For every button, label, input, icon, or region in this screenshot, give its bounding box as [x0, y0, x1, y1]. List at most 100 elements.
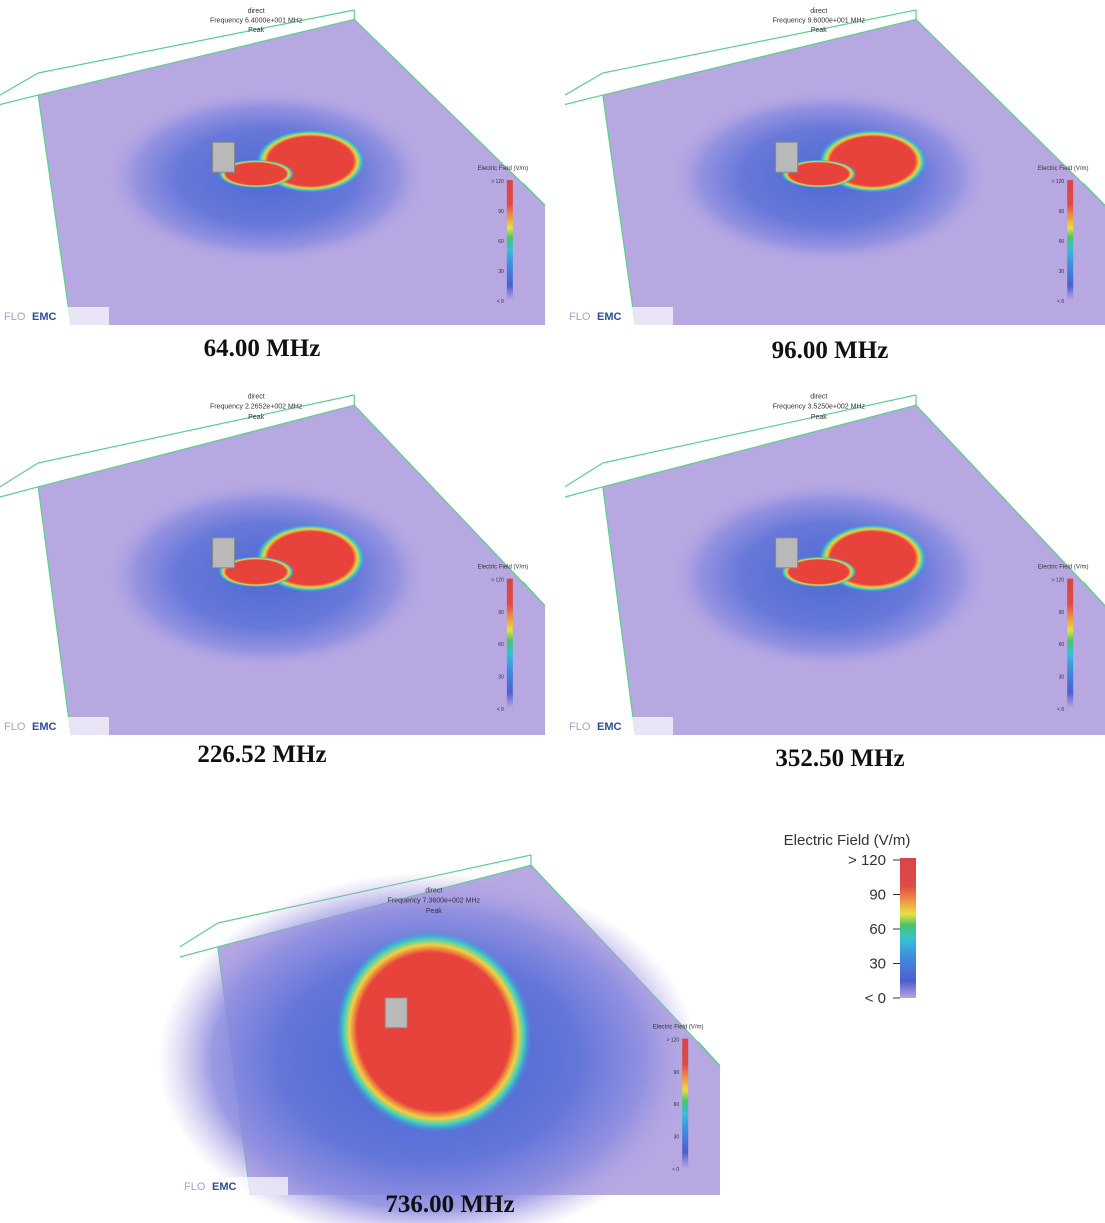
panel-header: direct [810, 8, 827, 15]
colorbar-tick-label: > 120 [1052, 179, 1065, 185]
colorbar-tick-label: 30 [1059, 675, 1065, 681]
logo-flo: FLO [4, 721, 26, 733]
wireframe-line [915, 404, 1105, 607]
logo-bg [0, 307, 109, 325]
wireframe-line [1082, 182, 1105, 206]
wireframe-line [37, 486, 72, 736]
wireframe-line [564, 94, 603, 106]
wireframe-line [915, 19, 1105, 206]
simulation-panel: direct Frequency 2.2652e+002 MHz Peak Elect… [0, 393, 546, 736]
panel-header: Frequency 2.2652e+002 MHz [210, 404, 303, 411]
wireframe-line [602, 94, 636, 326]
device-box [775, 537, 799, 569]
field-hotspot [218, 159, 295, 188]
wireframe-line [0, 94, 39, 106]
logo-bg [565, 307, 673, 325]
wireframe-line [0, 72, 39, 96]
colorbar-tick-label: > 120 [491, 578, 504, 584]
colorbar-tick-label: 60 [1059, 239, 1065, 245]
colorbar-tick-label: 30 [869, 956, 886, 973]
device-box [212, 141, 236, 173]
panel-caption: 226.52 MHz [197, 741, 326, 768]
wireframe-line [179, 922, 219, 948]
panel-header: Frequency 9.6000e+001 MHz [773, 18, 866, 25]
colorbar [506, 578, 513, 708]
wireframe-line [38, 404, 355, 488]
logo-bg [180, 1177, 288, 1195]
panel-header: Frequency 3.5250e+002 MHz [773, 404, 866, 411]
panel-header: direct [810, 393, 827, 400]
logo-flo: FLO [184, 1181, 206, 1193]
colorbar-tick-label: 90 [1059, 209, 1065, 215]
panel-header: Peak [811, 414, 827, 421]
panel-caption: 736.00 MHz [385, 1191, 514, 1218]
panel-header: Peak [426, 908, 442, 915]
wireframe-line [602, 18, 917, 96]
panel-caption: 96.00 MHz [772, 337, 889, 364]
colorbar-title: Electric Field (V/m) [1038, 565, 1089, 571]
logo-emc: EMC [597, 721, 622, 733]
simulation-panel: direct Frequency 9.6000e+001 MHz Peak Elect… [564, 8, 1105, 326]
wireframe-line [564, 72, 604, 96]
colorbar-title: Electric Field (V/m) [478, 166, 529, 172]
wireframe-line [602, 404, 917, 488]
panel-header: direct [425, 887, 442, 894]
colorbar-title: Electric Field (V/m) [478, 565, 529, 571]
logo-emc: EMC [597, 311, 622, 323]
wireframe-line [522, 581, 546, 607]
wireframe-line [564, 462, 604, 488]
field-hotspot [781, 159, 857, 188]
colorbar-tick-label: < 0 [672, 1167, 679, 1173]
wireframe-line [38, 9, 355, 74]
logo-flo: FLO [4, 311, 26, 323]
wireframe-line [38, 394, 355, 464]
logo-emc: EMC [32, 311, 57, 323]
panel-header: Peak [248, 27, 264, 34]
colorbar-tick-label: < 0 [865, 990, 886, 1007]
wireframe-line [602, 9, 917, 74]
simulation-panel: direct Frequency 3.5250e+002 MHz Peak Elect… [564, 393, 1105, 736]
colorbar-tick-label: > 120 [848, 852, 886, 869]
colorbar [1067, 578, 1074, 708]
wireframe-line [353, 19, 546, 206]
colorbar-tick-label: > 120 [1052, 578, 1065, 584]
wireframe-line [522, 182, 546, 206]
colorbar-tick-label: 30 [498, 269, 504, 275]
colorbar-tick-label: < 0 [1057, 299, 1064, 305]
colorbar-tick-label: 90 [869, 887, 886, 904]
colorbar-tick-label: > 120 [491, 179, 504, 185]
colorbar [682, 1038, 689, 1168]
panel-header: Peak [811, 27, 827, 34]
panel-header: direct [248, 393, 265, 400]
colorbar-tick-label: 90 [674, 1070, 680, 1076]
wireframe-line [602, 394, 917, 464]
colorbar-tick-label: < 0 [497, 299, 504, 305]
field-hotspot [781, 556, 857, 588]
colorbar-tick-label: 60 [498, 239, 504, 245]
logo-emc: EMC [212, 1181, 237, 1193]
wireframe-line [697, 1041, 721, 1067]
logo-bg [0, 717, 109, 735]
colorbar-tick-label: < 0 [497, 707, 504, 713]
colorbar-title: Electric Field (V/m) [653, 1025, 704, 1031]
colorbar-title: Electric Field (V/m) [1038, 166, 1089, 172]
colorbar-tick-label: 90 [498, 209, 504, 215]
colorbar-tick-label: 90 [1059, 610, 1065, 616]
colorbar [900, 858, 916, 998]
colorbar-tick-label: 60 [869, 921, 886, 938]
panel-header: Frequency 6.4000e+001 MHz [210, 18, 303, 25]
logo-emc: EMC [32, 721, 57, 733]
device-box [384, 997, 408, 1029]
panel-header: direct [248, 8, 265, 15]
wireframe-line [1082, 581, 1105, 607]
logo-flo: FLO [569, 311, 591, 323]
device-box [775, 141, 799, 173]
colorbar-tick-label: 30 [1059, 269, 1065, 275]
simulation-panel: direct Frequency 6.4000e+001 MHz Peak Elect… [0, 8, 546, 326]
colorbar-tick-label: 60 [674, 1102, 680, 1108]
device-box [212, 537, 236, 569]
wireframe-line [564, 486, 603, 498]
colorbar-tick-label: > 120 [667, 1038, 680, 1044]
colorbar-tick-label: 60 [498, 642, 504, 648]
